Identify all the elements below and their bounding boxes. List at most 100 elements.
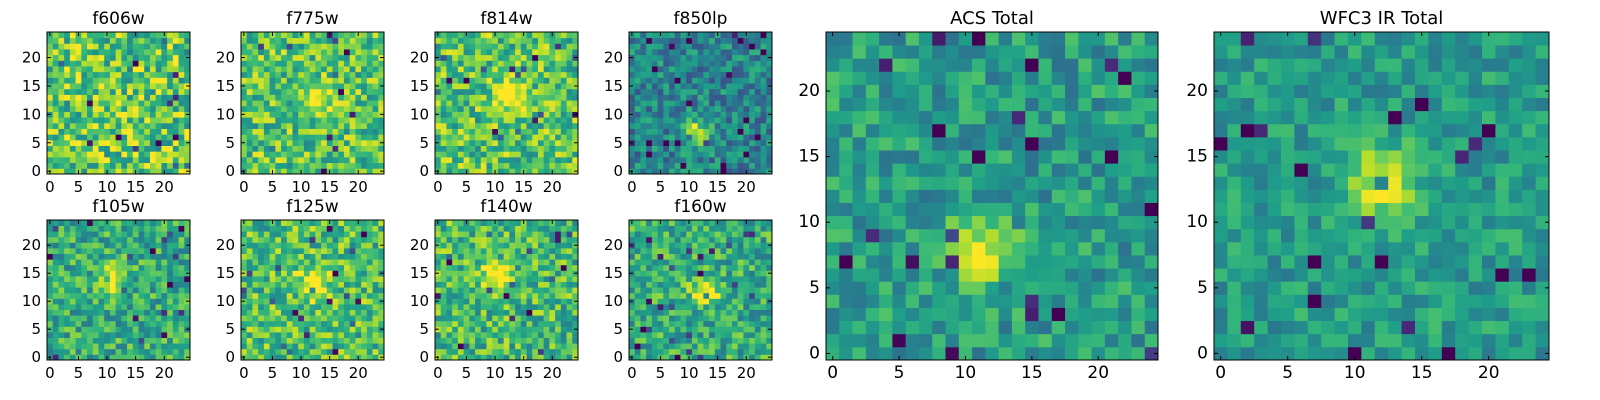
heatmap-cell [532,315,539,322]
heatmap-cell [115,83,122,90]
heatmap-cell [640,320,647,327]
heatmap-cell [246,326,253,333]
heatmap-cell [760,122,767,129]
heatmap-cell [469,281,476,288]
heatmap-cell [691,139,699,146]
heatmap-cell [121,32,128,39]
heatmap-cell [497,111,505,118]
heatmap-cell [298,332,305,338]
heatmap-cell [726,54,733,61]
heatmap-cell [132,253,139,260]
heatmap-cell [92,242,99,249]
heatmap-cell [58,304,65,310]
heatmap-cell [663,292,670,299]
heatmap-cell [338,60,345,67]
heatmap-cell [749,354,756,361]
heatmap-cell [178,117,185,124]
heatmap-cell [760,281,767,288]
heatmap-cell [75,77,82,84]
heatmap-cell [475,320,482,327]
heatmap-cell [241,236,248,243]
heatmap-cell [526,298,533,305]
heatmap-cell [480,320,487,327]
heatmap-cell [361,343,368,350]
heatmap-cell [172,309,179,316]
heatmap-cell [361,287,368,294]
heatmap-cell [486,117,493,124]
heatmap-cell [543,71,550,78]
heatmap-cell [663,354,670,361]
heatmap-cell [463,248,470,254]
heatmap-cell [343,151,351,158]
heatmap-cell [149,139,157,146]
heatmap-cell [697,145,704,152]
heatmap-cell [178,343,185,350]
heatmap-cell [532,248,539,254]
heatmap-cell [440,49,447,56]
heatmap-cell [566,298,573,305]
heatmap-cell [321,168,328,175]
heatmap-cell [566,326,573,333]
heatmap-cell [246,320,253,327]
heatmap-cell [52,326,59,333]
heatmap-cell [634,343,641,350]
heatmap-cell [663,54,670,61]
heatmap-cell [646,145,653,152]
heatmap-cell [281,320,288,327]
heatmap-cell [104,309,111,316]
heatmap-cell [47,343,54,350]
heatmap-cell [560,253,567,260]
heatmap-cell [549,270,556,277]
heatmap-cell [440,354,447,361]
heatmap-cell [241,253,248,260]
heatmap-cell [446,71,453,78]
heatmap-cell [731,337,739,344]
heatmap-cell [646,326,653,333]
heatmap-cell [127,276,134,282]
heatmap-cell [532,264,539,271]
heatmap-cell [349,248,356,254]
heatmap-cell [127,32,134,39]
heatmap-cell [691,145,699,152]
heatmap-cell [543,94,550,101]
heatmap-cell [241,94,248,101]
heatmap-cell [275,326,282,333]
heatmap-cell [372,270,379,277]
heatmap-cell [526,77,533,84]
heatmap-cell [64,281,71,288]
heatmap-cell [92,168,99,175]
heatmap-cell [475,264,482,271]
heatmap-cell [663,66,670,73]
heatmap-cell [303,117,311,124]
heatmap-cell [47,253,54,260]
heatmap-cell [697,320,704,327]
heatmap-cell [463,49,470,56]
heatmap-cell [87,168,94,175]
heatmap-cell [366,122,373,129]
heatmap-cell [754,94,761,101]
heatmap-cell [138,100,145,107]
heatmap-cell [731,88,739,95]
heatmap-cell [749,276,756,282]
heatmap-cell [75,348,82,355]
heatmap-cell [469,298,476,305]
heatmap-cell [332,139,339,146]
heatmap-cell [520,298,527,305]
heatmap-cell [321,220,328,226]
heatmap-cell [572,88,579,95]
heatmap-cell [532,259,539,266]
heatmap-cell [132,37,139,44]
heatmap-cell [281,348,288,355]
heatmap-cell [651,94,658,101]
heatmap-cell [69,54,76,61]
panel-title: f775w [286,9,338,29]
heatmap-cell [303,287,311,294]
heatmap-cell [515,37,522,44]
heatmap-cell [109,315,117,322]
heatmap-cell [572,156,579,164]
heatmap-cell [703,128,710,135]
heatmap-cell [634,32,641,39]
heatmap-cell [566,292,573,299]
heatmap-cell [155,156,162,164]
